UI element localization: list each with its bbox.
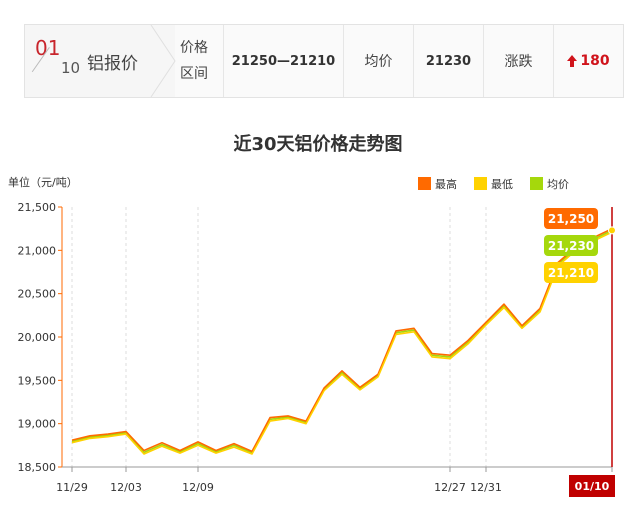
callout-box: [544, 235, 598, 256]
y-tick-label: 21,500: [18, 201, 57, 214]
y-tick-label: 19,500: [18, 374, 57, 387]
avg-price-value: 21230: [413, 25, 483, 97]
y-tick-label: 19,000: [18, 418, 57, 431]
legend-label: 最高: [435, 177, 457, 191]
price-summary-bar: 01 10 铝报价 价格 区间 21250—21210 均价 21230 涨跌 …: [24, 24, 624, 98]
x-tick-label: 11/29: [56, 481, 88, 494]
callout-label: 21,210: [548, 266, 594, 280]
y-axis-label: 单位（元/吨）: [8, 175, 78, 189]
x-tick-label: 01/10: [575, 480, 610, 493]
change-value: 180: [580, 53, 610, 69]
highlight-date-box: [569, 475, 615, 497]
date-day: 10: [61, 59, 81, 77]
legend-label: 最低: [491, 178, 513, 191]
price-range-label-line1: 价格: [180, 40, 208, 56]
x-tick-label: 12/09: [182, 481, 214, 494]
series-line: [71, 231, 613, 455]
legend-swatch: [418, 177, 431, 190]
price-range-value: 21250—21210: [223, 25, 343, 97]
callout-box: [544, 208, 598, 229]
chart-title: 近30天铝价格走势图: [233, 134, 403, 155]
avg-price-label: 均价: [343, 25, 413, 97]
price-range-label-line2: 区间: [180, 66, 208, 82]
change-cell: 180: [553, 25, 623, 97]
series-line: [71, 227, 613, 453]
legend-label: 均价: [547, 178, 569, 191]
x-tick-label: 12/03: [110, 481, 142, 494]
price-range-label: 价格 区间: [180, 25, 222, 97]
y-tick-label: 20,000: [18, 331, 57, 344]
up-arrow-icon: [567, 55, 578, 67]
x-tick-label: 12/27: [434, 481, 466, 494]
y-tick-label: 18,500: [18, 461, 57, 474]
x-tick-label: 12/31: [470, 481, 502, 494]
legend-swatch: [530, 177, 543, 190]
y-tick-label: 21,000: [18, 244, 57, 257]
change-label: 涨跌: [483, 25, 553, 97]
callout-label: 21,250: [548, 212, 594, 226]
date-box: 01 10 铝报价: [25, 25, 175, 97]
y-tick-label: 20,500: [18, 288, 57, 301]
end-point-marker: [608, 226, 616, 235]
callout-box: [544, 262, 598, 283]
legend-swatch: [474, 177, 487, 190]
callout-label: 21,230: [548, 239, 594, 253]
series-line: [71, 229, 613, 454]
product-name: 铝报价: [87, 54, 138, 74]
